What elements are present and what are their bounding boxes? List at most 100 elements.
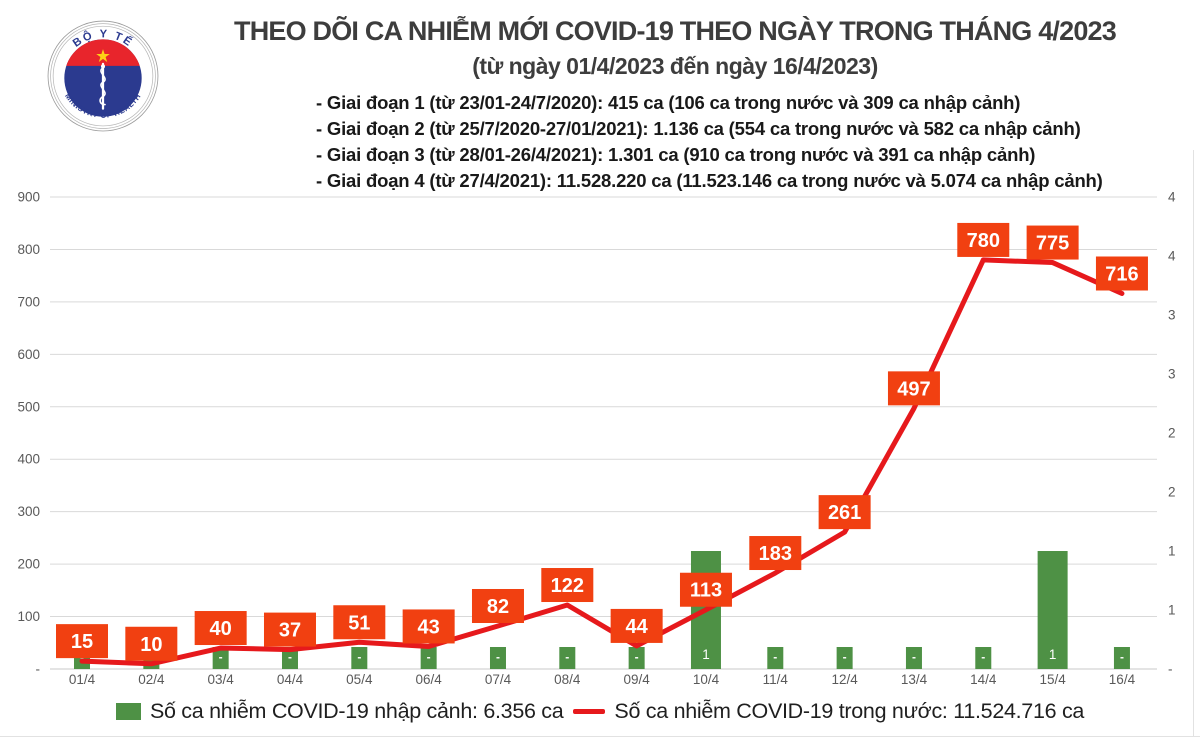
point-value-label: 780 [967, 230, 1000, 252]
point-value-label: 716 [1105, 263, 1138, 285]
moh-logo: BỘ Y TẾ MINISTRY OF HEALTH [47, 20, 159, 132]
phase-line-1: - Giai đoạn 1 (từ 23/01-24/7/2020): 415 … [316, 92, 1021, 113]
imported-cases-bar [836, 647, 853, 669]
x-axis-label: 02/4 [138, 672, 165, 687]
right-axis-tick: 3 [1168, 308, 1176, 323]
right-axis-tick: 1 [1168, 544, 1176, 559]
point-label-box [333, 605, 386, 640]
left-axis-tick: 600 [17, 347, 40, 362]
bar-value-label: - [981, 650, 985, 664]
bar-value-label: - [912, 650, 916, 664]
point-label-box [887, 371, 940, 406]
logo-star-icon [96, 49, 110, 62]
phase-line-2: - Giai đoạn 2 (từ 25/7/2020-27/01/2021):… [316, 118, 1081, 139]
phase-line-4: - Giai đoạn 4 (từ 27/4/2021): 11.528.220… [316, 170, 1103, 191]
header: THEO DÕI CA NHIỄM MỚI COVID-19 THEO NGÀY… [170, 16, 1180, 80]
left-axis-tick: 400 [17, 452, 40, 467]
chart-right-border [1193, 150, 1194, 737]
legend-line-swatch-icon [573, 709, 606, 714]
imported-cases-bar [1037, 551, 1068, 669]
legend-imported-label: Số ca nhiễm COVID-19 nhập cảnh: 6.356 ca [149, 699, 564, 723]
point-label-box [1095, 256, 1148, 291]
point-label-box [125, 626, 178, 661]
right-axis-tick: 1 [1168, 603, 1176, 618]
left-axis-tick: 700 [17, 294, 40, 309]
domestic-cases-line [79, 257, 1125, 667]
point-value-label: 37 [279, 620, 301, 642]
bar-value-label: 1 [702, 647, 710, 662]
point-value-label: 775 [1036, 233, 1069, 255]
legend-item-imported: Số ca nhiễm COVID-19 nhập cảnh: 6.356 ca [115, 699, 564, 724]
point-value-label: 43 [418, 616, 440, 638]
chart-bottom-border [0, 736, 1200, 737]
left-axis-tick: 100 [17, 609, 40, 624]
right-axis-tick: 4 [1168, 249, 1176, 264]
logo-staff-snake-icon [99, 62, 106, 110]
point-value-label: 44 [626, 616, 649, 638]
imported-cases-bar [420, 647, 437, 669]
right-axis-tick: 2 [1168, 485, 1176, 500]
point-value-label: 183 [759, 543, 792, 565]
right-axis-tick: 4 [1168, 190, 1176, 205]
bar-value-label: - [427, 650, 431, 664]
bar-value-label: - [565, 650, 569, 664]
x-axis-label: 13/4 [901, 672, 928, 687]
chart-subtitle: (từ ngày 01/4/2023 đến ngày 16/4/2023) [472, 53, 878, 79]
imported-cases-bar [767, 647, 784, 669]
point-label-box [610, 608, 663, 643]
bar-value-label: - [1120, 650, 1124, 664]
imported-cases-bar [628, 647, 645, 669]
point-label-box [818, 495, 871, 530]
bar-value-label: - [288, 650, 292, 664]
imported-cases-bar [489, 647, 506, 669]
point-label-box [541, 568, 594, 603]
x-axis-label: 05/4 [346, 672, 373, 687]
x-axis-label: 08/4 [554, 672, 581, 687]
point-value-label: 497 [897, 378, 930, 400]
imported-cases-bar [905, 647, 922, 669]
chart-legend: Số ca nhiễm COVID-19 nhập cảnh: 6.356 ca… [0, 699, 1200, 724]
left-axis-tick: 300 [17, 504, 40, 519]
bar-value-label: - [357, 650, 361, 664]
x-axis-label: 01/4 [69, 672, 96, 687]
point-label-box [263, 612, 316, 647]
point-label-box [957, 222, 1010, 257]
right-axis-tick: 2 [1168, 426, 1176, 441]
x-axis-label: 03/4 [208, 672, 235, 687]
x-axis-label: 04/4 [277, 672, 304, 687]
point-label-box [749, 536, 802, 571]
imported-cases-bar [1113, 647, 1130, 669]
right-axis-tick: 3 [1168, 367, 1176, 382]
left-axis-tick: - [36, 662, 41, 677]
x-axis-label: 07/4 [485, 672, 512, 687]
x-axis-label: 14/4 [970, 672, 997, 687]
point-label-box [679, 572, 732, 607]
imported-cases-bar [212, 647, 229, 669]
point-value-label: 122 [551, 575, 584, 597]
imported-cases-bar [351, 647, 368, 669]
imported-cases-bar [975, 647, 992, 669]
point-value-label: 10 [140, 634, 162, 656]
x-axis-label: 06/4 [416, 672, 443, 687]
point-value-label: 51 [348, 612, 370, 634]
x-axis-label: 16/4 [1109, 672, 1136, 687]
imported-cases-bar [559, 647, 576, 669]
point-value-label: 82 [487, 596, 509, 618]
bar-value-label: - [496, 650, 500, 664]
legend-item-domestic: Số ca nhiễm COVID-19 trong nước: 11.524.… [573, 699, 1084, 724]
bar-value-label: - [843, 650, 847, 664]
phase-line-3: - Giai đoạn 3 (từ 28/01-26/4/2021): 1.30… [316, 144, 1036, 165]
x-axis-label: 12/4 [831, 672, 858, 687]
phase-summary: - Giai đoạn 1 (từ 23/01-24/7/2020): 415 … [316, 90, 1103, 194]
x-axis-label: 09/4 [623, 672, 650, 687]
left-axis-tick: 200 [17, 557, 40, 572]
point-value-label: 261 [828, 502, 861, 524]
point-label-box [194, 611, 247, 646]
legend-domestic-label: Số ca nhiễm COVID-19 trong nước: 11.524.… [614, 699, 1085, 723]
point-value-label: 15 [71, 631, 93, 653]
x-axis-label: 10/4 [693, 672, 720, 687]
point-value-label: 113 [690, 580, 722, 602]
bar-value-label: - [635, 650, 639, 664]
point-value-label: 40 [210, 618, 232, 640]
